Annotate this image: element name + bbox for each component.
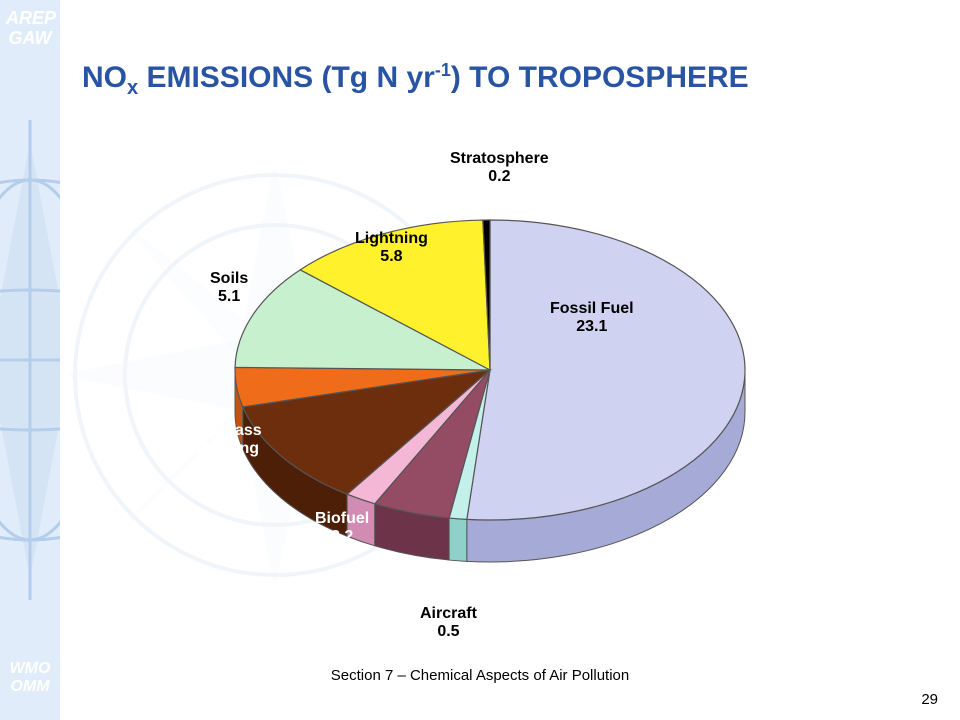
label-soils: Soils5.1 [210, 270, 248, 307]
label-stratosphere-name: Stratosphere [450, 150, 549, 167]
title-mid: EMISSIONS (Tg N yr [138, 61, 435, 94]
label-soils-name: Soils [210, 270, 248, 287]
label-aircraft: Aircraft0.5 [420, 605, 477, 642]
brand-gaw: GAW [9, 28, 52, 48]
label-lightning-name: Lightning [355, 230, 428, 247]
title-post: ) TO TROPOSPHERE [451, 61, 749, 94]
label-biofuel-val: 2.2 [331, 528, 353, 545]
page-number: 29 [921, 691, 938, 708]
label-aircraft-name: Aircraft [420, 605, 477, 622]
label-biomass-val: 5.2 [217, 459, 239, 476]
title-sub: x [127, 77, 138, 99]
label-stratosphere-val: 0.2 [488, 168, 510, 185]
label-biomass: BiomassBurning 5.2 [195, 422, 262, 477]
label-lightning: Lightning5.8 [355, 230, 428, 267]
label-biofuel-name: Biofuel [315, 510, 369, 527]
label-fossil-val: 23.1 [576, 318, 607, 335]
globe-watermark-strip [0, 0, 60, 720]
label-biomass-l1: Biomass [195, 422, 262, 439]
label-fossil: Fossil Fuel23.1 [550, 300, 634, 337]
label-fossil-name: Fossil Fuel [550, 300, 634, 317]
label-biomass-l2: Burning [198, 440, 259, 457]
label-soils-val: 5.1 [218, 288, 240, 305]
pie-chart: Fossil Fuel23.1Aircraft0.5Biofuel2.2Biom… [170, 170, 810, 600]
footer-section: Section 7 – Chemical Aspects of Air Poll… [0, 667, 960, 684]
left-brand-band: AREP GAW WMO OMM [0, 0, 60, 720]
brand-top: AREP GAW [6, 8, 54, 48]
page-title: NOx EMISSIONS (Tg N yr-1) TO TROPOSPHERE [82, 60, 749, 100]
brand-arep: AREP [6, 8, 56, 28]
label-lightning-val: 5.8 [380, 248, 402, 265]
title-sup: -1 [435, 60, 451, 80]
label-stratosphere: Stratosphere0.2 [450, 150, 549, 187]
label-biofuel: Biofuel2.2 [315, 510, 369, 547]
label-aircraft-val: 0.5 [437, 623, 459, 640]
title-pre: NO [82, 61, 127, 94]
